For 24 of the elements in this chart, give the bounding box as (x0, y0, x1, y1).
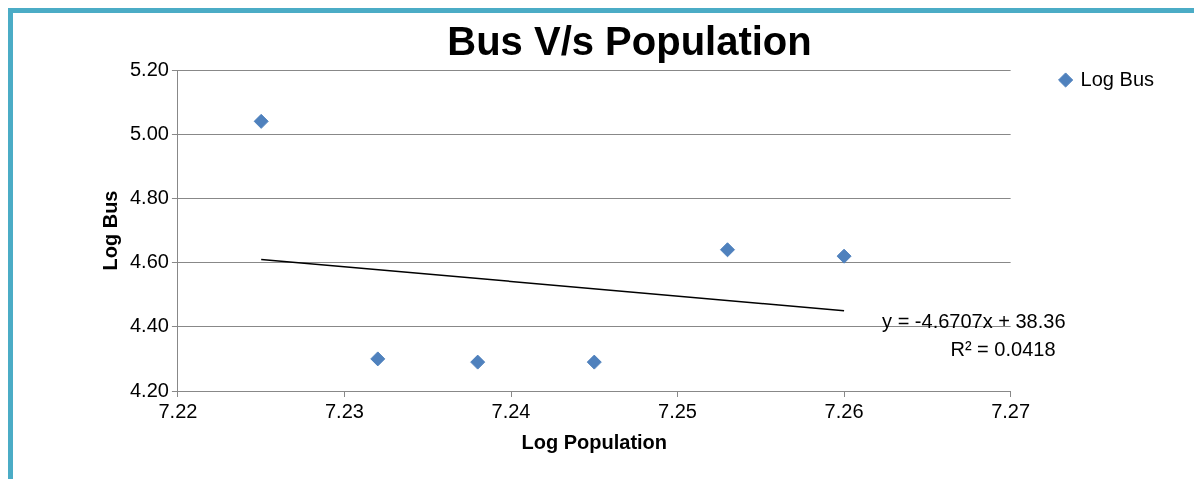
point (586, 354, 602, 370)
x-tick-label: 7.27 (991, 399, 1031, 422)
point (720, 242, 735, 258)
annotation: R² = 0.0418 (950, 338, 1056, 361)
y-tick-label: 4.40 (129, 314, 169, 337)
y-tick-label: 5.20 (129, 57, 169, 80)
x-tick-label: 7.25 (658, 399, 698, 422)
point (836, 248, 852, 264)
x-axis-title: Log Population (521, 430, 668, 453)
point (470, 354, 486, 370)
y-tick-label: 4.20 (129, 378, 169, 401)
annotation: y = -4.6707x + 38.36 (882, 310, 1066, 333)
point (253, 113, 269, 129)
x-tick-label: 7.23 (324, 399, 364, 422)
legend-label: Log Bus (1080, 67, 1154, 90)
point (370, 351, 386, 367)
y-tick-label: 4.80 (129, 185, 169, 208)
y-axis-title: Log Bus (98, 190, 121, 271)
x-tick-label: 7.26 (824, 399, 864, 422)
y-tick-label: 4.60 (129, 250, 169, 273)
x-tick-label: 7.22 (158, 399, 198, 422)
y-tick-label: 5.00 (129, 121, 169, 144)
chart-title: Bus V/s Population (447, 19, 812, 64)
x-tick-label: 7.24 (491, 399, 531, 422)
